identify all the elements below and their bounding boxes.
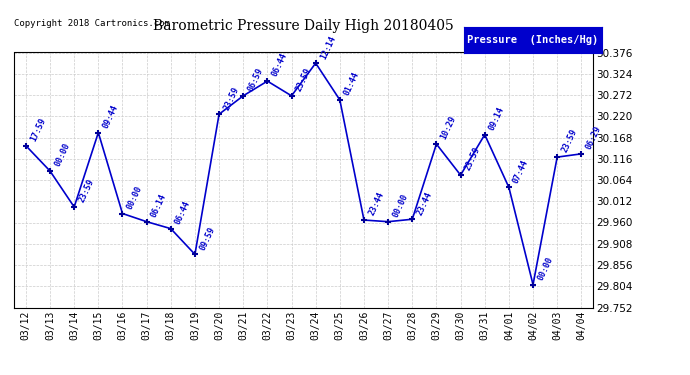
Text: 00:00: 00:00 [126, 184, 144, 211]
Text: 00:00: 00:00 [536, 255, 555, 282]
Text: 23:59: 23:59 [464, 146, 482, 172]
Text: 09:59: 09:59 [198, 225, 217, 252]
Text: 23:44: 23:44 [367, 191, 386, 217]
Text: Copyright 2018 Cartronics.com: Copyright 2018 Cartronics.com [14, 19, 170, 28]
Text: 23:59: 23:59 [295, 67, 313, 93]
Text: 09:14: 09:14 [488, 105, 506, 132]
Text: 06:44: 06:44 [270, 52, 289, 78]
Text: 23:59: 23:59 [222, 85, 241, 111]
Text: 06:59: 06:59 [246, 67, 265, 93]
Text: Pressure  (Inches/Hg): Pressure (Inches/Hg) [467, 35, 598, 45]
Text: 01:44: 01:44 [343, 70, 362, 97]
Text: 17:59: 17:59 [29, 116, 48, 143]
Text: 10:29: 10:29 [440, 115, 458, 141]
Text: 06:44: 06:44 [174, 200, 193, 226]
Text: 23:59: 23:59 [77, 178, 96, 204]
Text: 07:44: 07:44 [512, 158, 531, 184]
Text: 06:14: 06:14 [150, 192, 168, 219]
Text: 23:44: 23:44 [415, 190, 434, 216]
Text: 09:44: 09:44 [101, 104, 120, 130]
Text: 06:29: 06:29 [584, 124, 603, 151]
Text: 12:14: 12:14 [319, 34, 337, 60]
Text: 23:59: 23:59 [560, 128, 579, 154]
Text: Barometric Pressure Daily High 20180405: Barometric Pressure Daily High 20180405 [153, 19, 454, 33]
Text: 00:00: 00:00 [391, 192, 410, 219]
Text: 00:00: 00:00 [53, 142, 72, 168]
